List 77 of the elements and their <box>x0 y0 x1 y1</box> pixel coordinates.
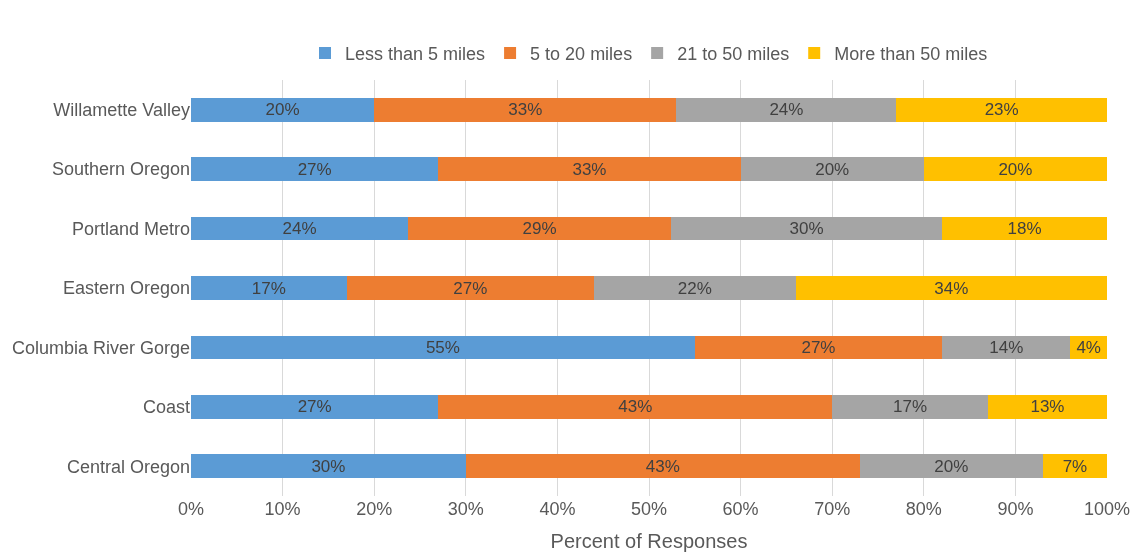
x-tick-label: 30% <box>447 499 484 519</box>
y-tick-label: Portland Metro <box>71 218 190 239</box>
x-tick-label: 100% <box>1083 499 1131 519</box>
bar <box>346 276 595 300</box>
bar <box>465 454 860 479</box>
data-label: 55% <box>425 337 460 357</box>
data-label: 20% <box>998 159 1033 179</box>
data-label: 43% <box>618 397 653 417</box>
bar <box>795 276 1107 300</box>
y-tick-label: Columbia River Gorge <box>11 337 190 358</box>
bar <box>438 157 741 182</box>
y-tick-label: Southern Oregon <box>51 159 190 180</box>
data-label: 43% <box>645 456 680 476</box>
y-tick-label: Coast <box>142 397 190 418</box>
x-tick-label: 70% <box>814 499 851 519</box>
bar <box>408 216 671 241</box>
bar <box>1042 454 1107 479</box>
legend-label: 5 to 20 miles <box>530 43 633 64</box>
bar <box>191 97 375 122</box>
x-axis-title: Percent of Responses <box>550 529 748 552</box>
data-label: 27% <box>453 278 488 298</box>
legend-label: 21 to 50 miles <box>677 43 790 64</box>
data-label: 20% <box>934 456 969 476</box>
bar <box>832 394 988 419</box>
data-label: 18% <box>1007 219 1042 239</box>
data-label: 20% <box>815 159 850 179</box>
bar <box>942 216 1107 241</box>
bar <box>987 394 1107 419</box>
data-label: 27% <box>801 337 836 357</box>
data-label: 34% <box>934 278 969 298</box>
bar <box>923 157 1107 182</box>
bar <box>191 394 439 419</box>
data-label: 22% <box>677 278 712 298</box>
data-label: 4% <box>1076 337 1101 357</box>
x-tick-label: 50% <box>630 499 668 519</box>
data-label: 27% <box>297 397 332 417</box>
bar <box>859 454 1043 479</box>
bar <box>191 157 439 182</box>
y-tick-label: Eastern Oregon <box>62 278 190 299</box>
y-tick-label: Willamette Valley <box>53 100 190 121</box>
y-tick-label: Central Oregon <box>66 456 190 477</box>
x-tick-label: 40% <box>539 499 576 519</box>
bar <box>438 394 833 419</box>
bar <box>594 276 796 300</box>
legend-label: Less than 5 miles <box>345 43 486 64</box>
x-tick-label: 0% <box>177 499 205 519</box>
bar <box>670 216 943 241</box>
data-label: 33% <box>508 100 543 120</box>
bar <box>191 454 466 479</box>
bar <box>676 97 897 122</box>
data-label: 17% <box>893 397 928 417</box>
bar <box>374 97 677 122</box>
x-tick-label: 80% <box>905 499 942 519</box>
data-label: 17% <box>251 278 286 298</box>
data-label: 29% <box>522 219 557 239</box>
data-label: 33% <box>572 159 607 179</box>
data-label: 27% <box>297 159 332 179</box>
x-tick-label: 60% <box>722 499 759 519</box>
data-label: 23% <box>984 100 1019 120</box>
bar <box>191 216 409 241</box>
x-tick-label: 10% <box>264 499 301 519</box>
bar <box>694 335 943 360</box>
data-label: 24% <box>769 100 804 120</box>
bar <box>740 157 924 182</box>
bar <box>191 276 347 300</box>
data-label: 30% <box>789 219 824 239</box>
bar <box>896 97 1107 122</box>
x-tick-label: 20% <box>356 499 393 519</box>
data-label: 24% <box>282 219 317 239</box>
data-label: 30% <box>311 456 346 476</box>
data-label: 13% <box>1030 397 1065 417</box>
data-label: 20% <box>265 100 300 120</box>
data-label: 14% <box>989 337 1024 357</box>
legend-label: More than 50 miles <box>834 43 988 64</box>
data-label: 7% <box>1062 456 1088 476</box>
bar <box>191 335 695 360</box>
x-tick-label: 90% <box>997 499 1034 519</box>
